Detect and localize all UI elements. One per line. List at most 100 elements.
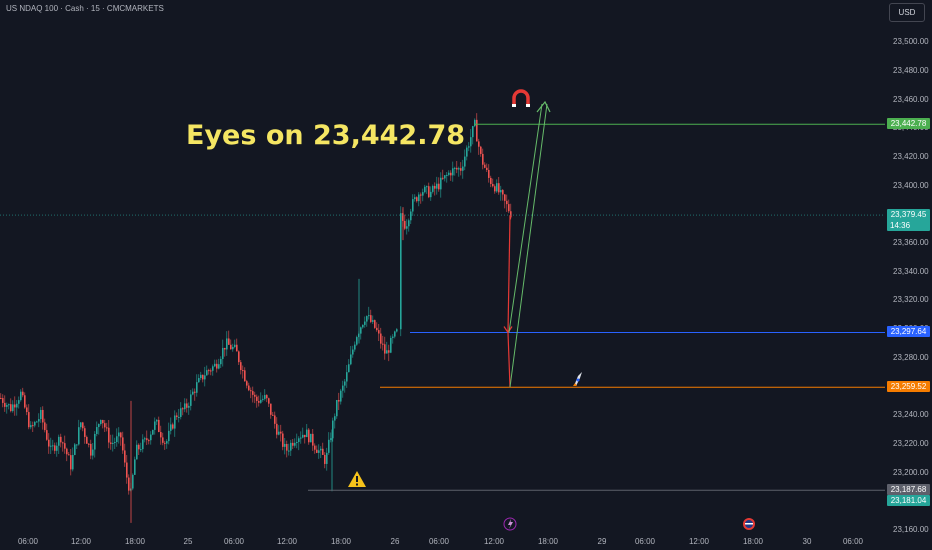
currency-button[interactable]: USD [889, 3, 925, 22]
arrow-head [536, 100, 551, 113]
x-tick-label: 06:00 [428, 537, 450, 546]
candle [294, 442, 296, 446]
y-tick-label: 23,280.00 [893, 352, 929, 362]
price-label-mid: 23,297.64 [887, 326, 930, 338]
candle [24, 395, 26, 408]
candle [308, 429, 310, 443]
candle [390, 337, 392, 353]
candle [466, 147, 468, 157]
y-tick-label: 23,480.00 [893, 65, 929, 75]
x-tick-label: 06:00 [634, 537, 656, 546]
candle [312, 433, 314, 446]
candle [492, 183, 494, 187]
candle [458, 168, 460, 170]
candle [388, 350, 390, 353]
x-tick-label: 18:00 [537, 537, 559, 546]
candle [462, 166, 464, 171]
candle [64, 443, 66, 449]
candle [148, 440, 150, 442]
candle [256, 396, 258, 401]
candle [508, 204, 510, 212]
candle [316, 449, 318, 453]
candle [464, 156, 466, 167]
candle [66, 448, 68, 455]
candle [444, 175, 446, 179]
y-tick-label: 23,340.00 [893, 266, 929, 276]
candle [396, 329, 398, 332]
candle [194, 391, 196, 393]
candle [336, 399, 338, 417]
lightning-event-icon [503, 517, 517, 531]
candle [98, 423, 100, 428]
candle [14, 404, 16, 408]
price-label-support: 23,259.52 [887, 381, 930, 393]
candle [196, 382, 198, 393]
candle [354, 344, 356, 350]
candle [348, 364, 350, 373]
candle [136, 444, 138, 460]
candle [356, 337, 358, 345]
candle [442, 177, 444, 179]
candle [260, 399, 262, 403]
y-tick-label: 23,220.00 [893, 438, 929, 448]
candle [344, 381, 346, 386]
symbol-title: US NDAQ 100 · Cash · 15 · CMCMARKETS [6, 4, 164, 13]
candle [232, 346, 234, 350]
candle [448, 172, 450, 175]
candle [204, 375, 206, 380]
candle [276, 423, 278, 435]
candle [120, 432, 122, 438]
candle [236, 344, 238, 352]
candle [54, 445, 56, 451]
candle [298, 438, 300, 442]
x-tick-label: 18:00 [330, 537, 352, 546]
candle [274, 415, 276, 424]
candle [434, 185, 436, 189]
candle [218, 364, 220, 369]
candle [472, 126, 474, 138]
candle [482, 153, 484, 165]
annotation-headline: Eyes on 23,442.78 [186, 120, 466, 151]
candle [74, 444, 76, 455]
candle [270, 403, 272, 415]
y-tick-label: 23,360.00 [893, 238, 929, 247]
candle [114, 441, 116, 443]
candle [96, 427, 98, 434]
candle [480, 146, 482, 154]
x-tick-label: 06:00 [223, 537, 245, 546]
candle [62, 442, 64, 444]
candle [44, 422, 46, 431]
candle [58, 436, 60, 446]
rocket-icon [573, 372, 582, 386]
flag-event-icon [743, 518, 755, 530]
projection-arrow-up [509, 103, 548, 388]
candle [188, 405, 190, 408]
candle [476, 119, 478, 142]
candle [488, 169, 490, 178]
candle [500, 190, 502, 193]
candle [224, 347, 226, 350]
candle [10, 404, 12, 412]
candle [240, 362, 242, 371]
candle [332, 420, 334, 439]
candle [278, 431, 280, 435]
candle [22, 391, 24, 396]
candle [380, 333, 382, 344]
candle [370, 315, 372, 322]
candle [364, 321, 366, 325]
candle [78, 427, 80, 445]
x-tick-label: 12:00 [483, 537, 505, 546]
candle [346, 372, 348, 382]
candle [202, 374, 204, 380]
candle [42, 409, 44, 423]
candle [92, 449, 94, 456]
candle [154, 421, 156, 430]
candle [314, 445, 316, 450]
candle [306, 429, 308, 438]
warning-icon[interactable] [347, 470, 367, 493]
candle [198, 378, 200, 383]
candle [352, 349, 354, 355]
candle [220, 358, 222, 365]
candle [300, 437, 302, 439]
